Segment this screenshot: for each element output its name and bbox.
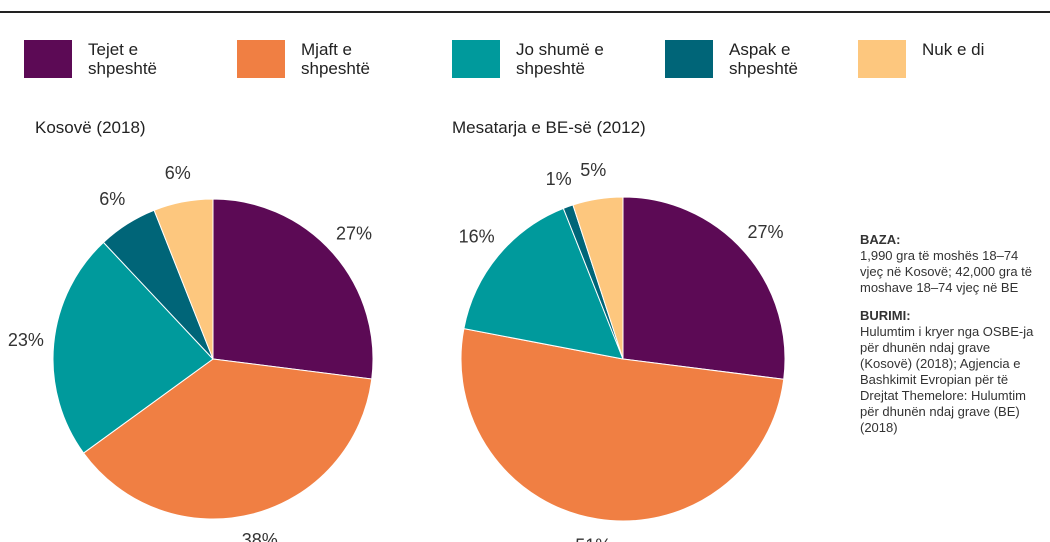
value-label: 51% [575, 535, 611, 542]
pie-slice [622, 196, 786, 380]
legend-label: Nuk e di [922, 40, 985, 59]
value-label: 1% [546, 169, 572, 189]
pie-slice [212, 198, 374, 380]
value-label: 38% [242, 530, 278, 542]
value-label: 27% [748, 222, 784, 242]
pie-slice [460, 328, 785, 522]
legend-swatch [24, 40, 72, 78]
pie-slice [463, 207, 624, 360]
note-heading: BAZA: [860, 232, 901, 247]
chart-title: Mesatarja e BE-së (2012) [452, 118, 646, 137]
legend-swatch [665, 40, 713, 78]
note-text: 1,990 gra të moshës 18–74 vjeç në Kosovë… [860, 248, 1033, 295]
value-label: 6% [99, 189, 125, 209]
value-label: 16% [459, 227, 495, 247]
value-label: 6% [165, 163, 191, 183]
legend-swatch [858, 40, 906, 78]
legend-label: Jo shumë e shpeshtë [516, 40, 604, 78]
legend-label: Tejet e shpeshtë [88, 40, 157, 78]
legend-swatch [237, 40, 285, 78]
pie-slice [52, 241, 214, 454]
value-label: 5% [580, 160, 606, 180]
note-text: Hulumtim i kryer nga OSBE-ja për dhunën … [860, 324, 1034, 435]
value-label: 27% [336, 223, 372, 243]
value-label: 23% [8, 330, 44, 350]
top-rule [0, 11, 1050, 13]
legend-label: Mjaft e shpeshtë [301, 40, 370, 78]
pie-slice [153, 198, 214, 360]
note-heading: BURIMI: [860, 308, 911, 323]
pie-slice [82, 358, 373, 520]
pie-slice [572, 196, 624, 360]
legend-label: Aspak e shpeshtë [729, 40, 798, 78]
pie-charts: 27% 38% 23% 6% 6% 27% 51% 16% 1% 5% [8, 160, 786, 542]
legend-swatch [452, 40, 500, 78]
chart-title: Kosovë (2018) [35, 118, 146, 137]
notes: BAZA: 1,990 gra të moshës 18–74 vjeç në K… [860, 232, 1040, 436]
